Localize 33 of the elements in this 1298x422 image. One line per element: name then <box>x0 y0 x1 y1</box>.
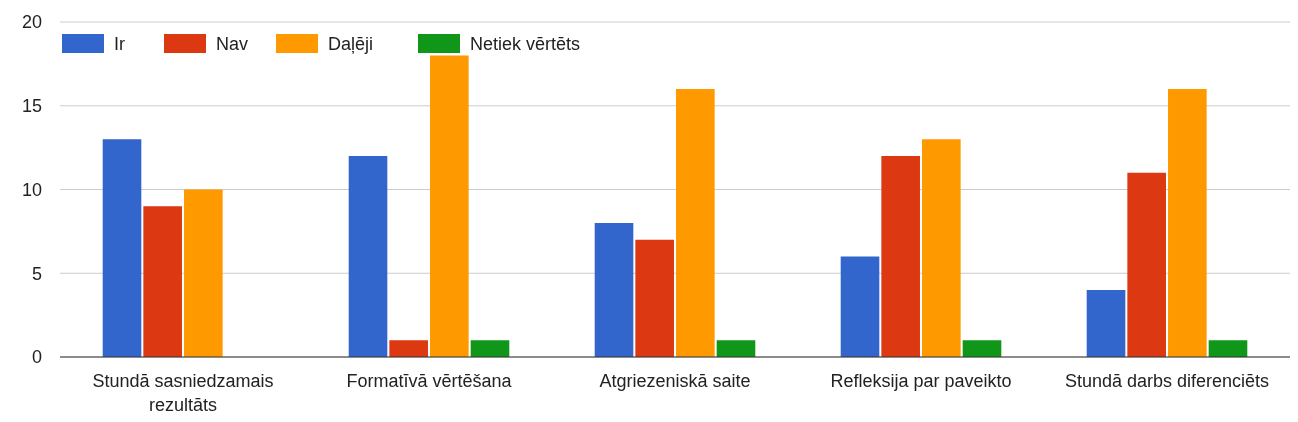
bar <box>1168 89 1207 357</box>
y-tick-label: 20 <box>21 12 42 33</box>
bar <box>635 239 674 357</box>
bar <box>470 340 510 357</box>
x-tick-label: Stundā sasniedzamais rezultāts <box>92 371 274 415</box>
x-tick-label: Stundā darbs diferenciēts <box>1064 371 1270 391</box>
bar <box>102 139 142 357</box>
x-tick-label: Formatīvā vērtēšana <box>346 371 513 391</box>
bar <box>922 139 961 357</box>
legend-label: Daļēji <box>328 34 374 55</box>
bar <box>184 189 223 357</box>
y-tick-label: 10 <box>21 179 42 200</box>
y-tick-label: 15 <box>21 96 42 117</box>
bar <box>1208 340 1248 357</box>
x-tick-label: Atgriezeniskā saite <box>599 371 751 391</box>
bar <box>840 256 880 357</box>
y-tick-label: 0 <box>31 347 42 368</box>
bar <box>881 156 920 357</box>
bar <box>1127 172 1166 357</box>
x-tick-label: Refleksija par paveikto <box>830 371 1012 391</box>
bar <box>143 206 182 357</box>
bar <box>594 223 634 357</box>
bar <box>389 340 428 357</box>
bar <box>962 340 1002 357</box>
bar <box>348 156 388 357</box>
bar <box>430 55 469 357</box>
legend-label: Ir <box>114 34 125 55</box>
y-tick-label: 5 <box>31 263 42 284</box>
bar <box>1086 290 1126 357</box>
bar <box>676 89 715 357</box>
legend-label: Nav <box>216 34 249 55</box>
bar <box>716 340 756 357</box>
legend-label: Netiek vērtēts <box>470 34 581 55</box>
